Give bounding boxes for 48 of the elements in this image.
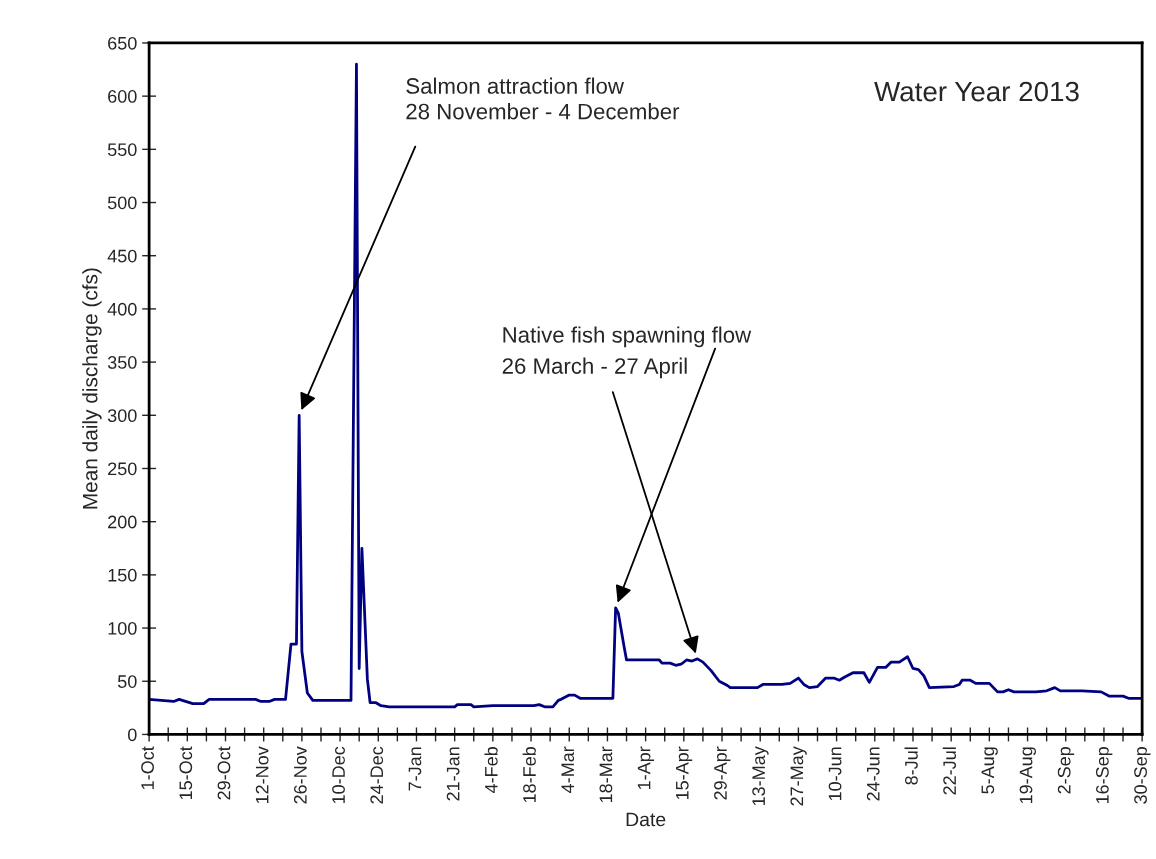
x-axis-title: Date (626, 812, 666, 827)
y-tick-label: 400 (107, 302, 137, 316)
y-tick-label: 450 (107, 249, 137, 263)
y-axis-title: Mean daily discharge (cfs) (82, 268, 102, 509)
y-tick-label: 600 (108, 90, 137, 103)
y-tick-label: 550 (107, 143, 137, 157)
x-tick-label: 13-May (752, 746, 769, 806)
x-tick-label: 1-Oct (141, 746, 154, 790)
y-tick-label: 350 (107, 356, 137, 369)
x-tick-label: 22-Jul (942, 747, 957, 795)
x-tick-label: 27-May (790, 746, 807, 806)
x-tick-label: 30-Sep (1134, 747, 1151, 804)
y-tick-label: 300 (107, 409, 137, 423)
y-tick-label: 100 (108, 622, 137, 635)
x-tick-label: 29-Apr (714, 746, 731, 800)
y-tick-label: 200 (108, 515, 137, 529)
x-tick-label: 15-Oct (179, 746, 193, 800)
y-tick-label: 150 (108, 568, 137, 582)
y-tick-label: 50 (117, 675, 137, 688)
x-tick-label: 29-Oct (217, 746, 231, 800)
x-tick-label: 21-Jan (446, 747, 460, 801)
x-tick-label: 5-Aug (981, 747, 998, 794)
x-tick-label: 26-Nov (293, 746, 307, 804)
annotation: 26 March - 27 April (502, 357, 687, 379)
y-tick-label: 0 (127, 728, 137, 742)
x-tick-label: 24-Jun (866, 747, 880, 801)
x-tick-label: 4-Mar (561, 746, 575, 793)
annotation: Salmon attraction flow 28 November - 4 December (406, 77, 680, 120)
x-tick-label: 2-Sep (1057, 747, 1075, 794)
annotation: Water Year 2013 (874, 81, 1079, 102)
x-tick-label: 12-Nov (255, 746, 269, 804)
y-tick-label: 250 (108, 462, 137, 476)
x-tick-label: 4-Feb (484, 747, 498, 793)
y-tick-label: 500 (107, 196, 137, 210)
x-tick-label: 18-Feb (522, 747, 536, 803)
x-tick-label: 16-Sep (1096, 747, 1113, 804)
annotation: Native fish spawning flow (503, 326, 752, 348)
x-tick-label: 1-Apr (637, 746, 655, 790)
x-tick-label: 7-Jan (408, 747, 422, 791)
x-tick-label: 15-Apr (676, 746, 693, 800)
x-tick-label: 19-Aug (1019, 747, 1036, 804)
x-tick-label: 8-Jul (904, 747, 918, 785)
line-series (149, 62, 1143, 709)
x-tick-label: 10-Jun (828, 747, 842, 801)
x-tick-label: 24-Dec (370, 746, 384, 804)
x-tick-label: 18-Mar (599, 746, 613, 803)
x-tick-label: 10-Dec (332, 746, 345, 804)
y-tick-label: 650 (108, 36, 137, 50)
